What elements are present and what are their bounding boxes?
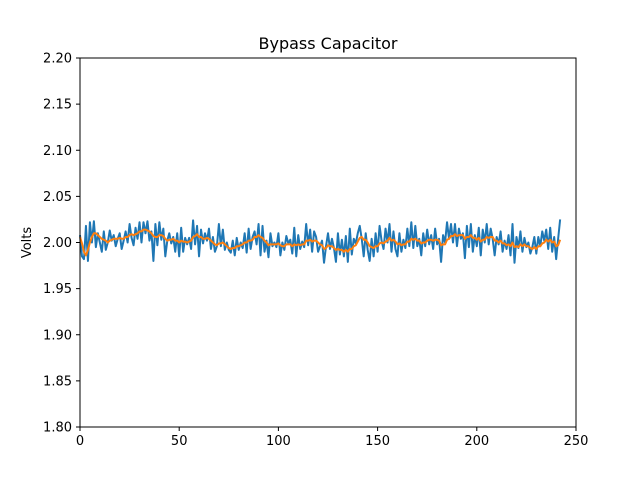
- y-tick-label: 1.95: [43, 282, 72, 297]
- y-axis-label: Volts: [20, 227, 35, 259]
- x-tick-label: 150: [365, 434, 390, 449]
- x-tick-label: 250: [564, 434, 589, 449]
- y-tick-label: 2.00: [43, 236, 72, 251]
- x-tick-label: 0: [76, 434, 84, 449]
- y-tick-label: 2.15: [43, 98, 72, 113]
- y-tick-label: 1.80: [43, 421, 72, 436]
- y-tick-label: 2.20: [43, 52, 72, 67]
- y-tick-label: 1.85: [43, 374, 72, 389]
- chart-title: Bypass Capacitor: [259, 34, 398, 53]
- x-tick-label: 50: [171, 434, 188, 449]
- x-tick-label: 200: [464, 434, 489, 449]
- x-tick-label: 100: [266, 434, 291, 449]
- y-axis: 1.80 1.85 1.90 1.95 2.00 2.05 2.10 2.15 2.20: [43, 52, 80, 436]
- y-tick-label: 2.05: [43, 190, 72, 205]
- series-line-1: [79, 219, 562, 264]
- x-axis: 0 50 100 150 200 250: [76, 427, 589, 449]
- series-line-2: [79, 228, 562, 257]
- y-tick-label: 2.10: [43, 144, 72, 159]
- series-layer: [79, 219, 562, 264]
- y-tick-label: 1.90: [43, 328, 72, 343]
